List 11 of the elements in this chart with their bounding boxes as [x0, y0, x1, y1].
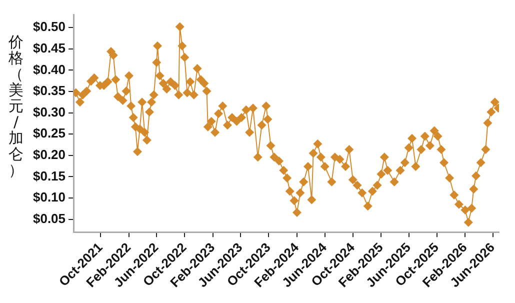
y-tick-label: $0.35 [32, 83, 66, 98]
y-tick-label: $0.30 [32, 104, 66, 120]
y-tick-label: $0.15 [32, 168, 66, 184]
y-tick-label: $0.45 [32, 40, 66, 56]
y-tick-label: $0.40 [32, 62, 66, 77]
y-tick-label: $0.50 [32, 19, 66, 34]
text: 价格（美元/加仑） [8, 33, 24, 179]
y-tick-label: $0.20 [32, 146, 66, 162]
y-tick-label: $0.10 [32, 190, 66, 205]
y-tick-label: $0.25 [32, 126, 66, 141]
y-tick-label: $0.05 [32, 210, 66, 226]
